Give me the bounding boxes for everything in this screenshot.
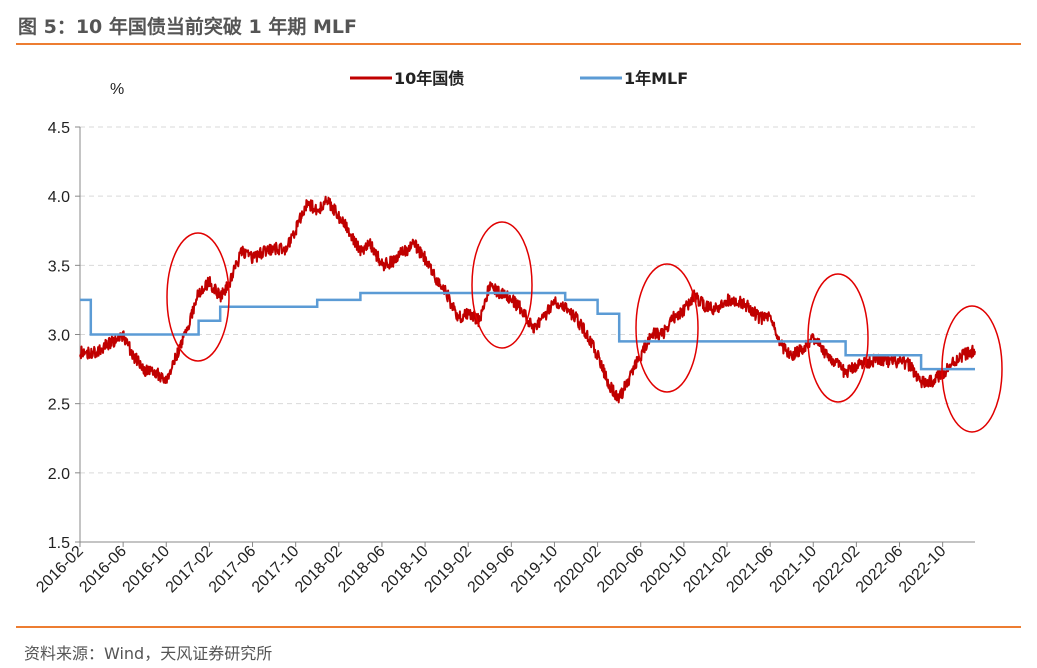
x-tick-label: 2018-10 — [378, 543, 432, 597]
x-tick-label: 2022-02 — [810, 543, 864, 597]
series-line-mlf — [80, 291, 975, 371]
x-tick-label: 2021-10 — [767, 543, 821, 597]
x-tick-label: 2017-10 — [249, 543, 303, 597]
x-tick-label: 2021-02 — [680, 543, 734, 597]
figure-title: 图 5：10 年国债当前突破 1 年期 MLF — [18, 16, 357, 38]
x-tick-label: 2017-06 — [206, 543, 260, 597]
y-tick-label: 1.5 — [48, 535, 70, 552]
highlight-circle — [941, 305, 1003, 433]
x-tick-label: 2017-02 — [163, 543, 217, 597]
highlight-circle — [471, 221, 533, 349]
x-tick-label: 2020-02 — [551, 543, 605, 597]
x-tick-label: 2021-06 — [723, 543, 777, 597]
highlight-circle — [166, 232, 230, 362]
line-chart: 1.52.02.53.03.54.04.52016-022016-062016-… — [33, 69, 1003, 597]
legend-label-mlf: 1年MLF — [624, 69, 688, 88]
y-tick-label: 4.5 — [48, 120, 70, 137]
x-tick-label: 2019-06 — [465, 543, 519, 597]
highlight-circle — [807, 273, 869, 403]
x-tick-label: 2022-06 — [853, 543, 907, 597]
legend-label-cgb10: 10年国债 — [394, 69, 464, 88]
y-tick-label: 3.0 — [48, 328, 70, 345]
title-underline — [16, 43, 1021, 45]
source-rule — [16, 626, 1021, 628]
y-tick-label: 2.0 — [48, 466, 70, 483]
legend: 10年国债 1年MLF — [350, 69, 688, 88]
gridlines — [80, 126, 975, 474]
series — [79, 195, 976, 404]
y-tick-label: 3.5 — [48, 258, 70, 275]
x-tick-label: 2020-10 — [637, 543, 691, 597]
x-tick-label: 2016-06 — [76, 543, 130, 597]
highlight-circles — [166, 221, 1003, 433]
x-tick-label: 2016-10 — [120, 543, 174, 597]
source-note: 资料来源：Wind，天风证券研究所 — [24, 644, 273, 663]
x-tick-label: 2019-02 — [421, 543, 475, 597]
y-axis-unit: % — [110, 81, 124, 98]
x-tick-label: 2018-06 — [335, 543, 389, 597]
series-line-cgb10 — [79, 195, 976, 404]
highlight-circle — [635, 263, 699, 393]
x-tick-label: 2018-02 — [292, 543, 346, 597]
y-tick-label: 4.0 — [48, 189, 70, 206]
x-tick-label: 2019-10 — [508, 543, 562, 597]
y-tick-label: 2.5 — [48, 397, 70, 414]
x-tick-label: 2022-10 — [896, 543, 950, 597]
x-tick-label: 2020-06 — [594, 543, 648, 597]
